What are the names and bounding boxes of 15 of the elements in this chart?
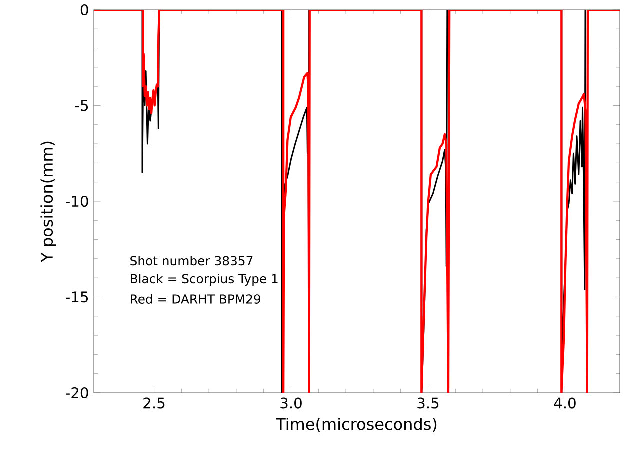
y-tick-label: -10	[66, 196, 88, 208]
x-tick-label: 3.0	[280, 398, 302, 409]
annotation: Red = DARHT BPM29	[131, 294, 260, 304]
x-tick-label: 4.0	[554, 398, 576, 409]
y-tick-label: -15	[66, 292, 88, 303]
x-tick-label: 3.5	[418, 398, 439, 409]
line-series	[94, 10, 620, 393]
y-tick-label: -20	[66, 387, 88, 399]
x-tick-label: 2.5	[144, 398, 165, 409]
y-axis-title: Y position(mm)	[40, 142, 56, 262]
annotation: Shot number 38357	[130, 256, 253, 266]
x-axis-title: Time(microseconds)	[276, 418, 437, 432]
annotation: Black = Scorpius Type 1	[131, 274, 278, 286]
y-tick-label: 0	[80, 4, 88, 16]
y-tick-label: -5	[75, 100, 88, 112]
